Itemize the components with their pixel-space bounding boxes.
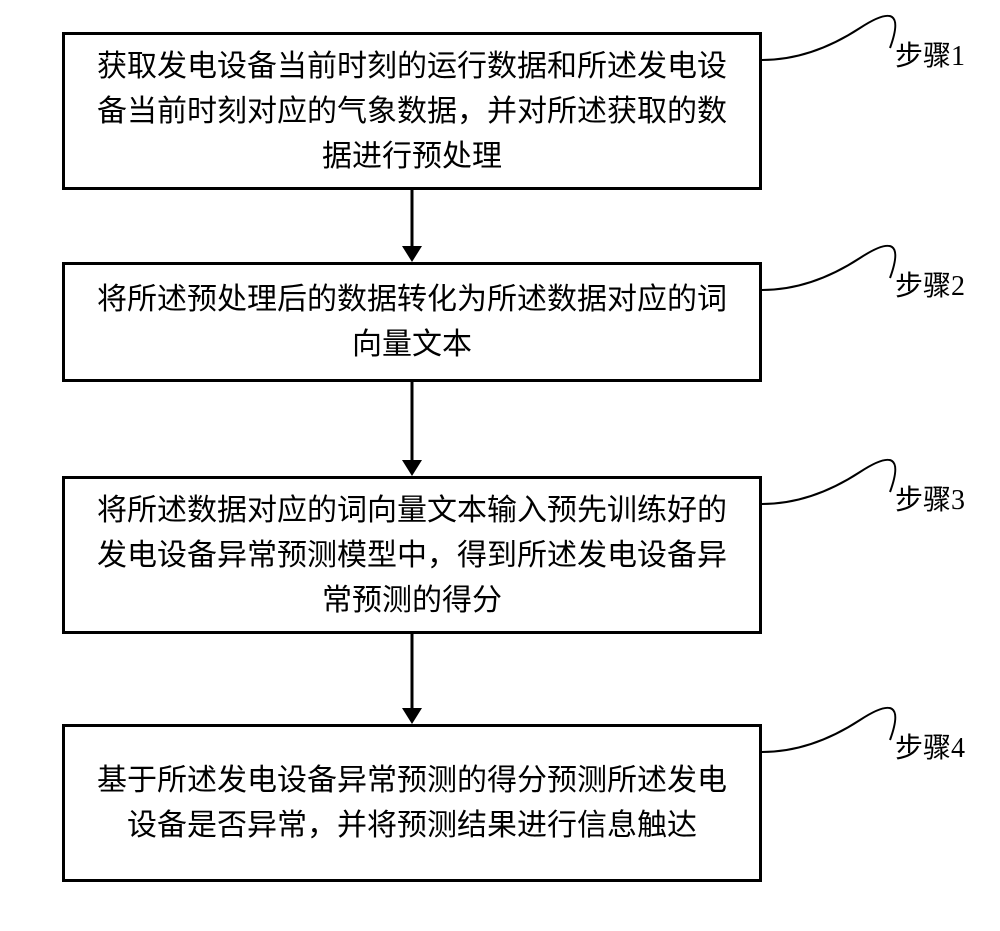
step-text-1: 获取发电设备当前时刻的运行数据和所述发电设备当前时刻对应的气象数据，并对所述获取… (85, 44, 739, 179)
step-box-4: 基于所述发电设备异常预测的得分预测所述发电设备是否异常，并将预测结果进行信息触达 (62, 724, 762, 882)
step-box-3: 将所述数据对应的词向量文本输入预先训练好的发电设备异常预测模型中，得到所述发电设… (62, 476, 762, 634)
step-box-2: 将所述预处理后的数据转化为所述数据对应的词向量文本 (62, 262, 762, 382)
step-text-2: 将所述预处理后的数据转化为所述数据对应的词向量文本 (85, 277, 739, 367)
step-label-1: 步骤1 (895, 34, 965, 74)
step-text-4: 基于所述发电设备异常预测的得分预测所述发电设备是否异常，并将预测结果进行信息触达 (85, 758, 739, 848)
flowchart-container: 获取发电设备当前时刻的运行数据和所述发电设备当前时刻对应的气象数据，并对所述获取… (0, 0, 1000, 931)
step-box-1: 获取发电设备当前时刻的运行数据和所述发电设备当前时刻对应的气象数据，并对所述获取… (62, 32, 762, 190)
step-label-2: 步骤2 (895, 264, 965, 304)
step-label-3: 步骤3 (895, 478, 965, 518)
step-text-3: 将所述数据对应的词向量文本输入预先训练好的发电设备异常预测模型中，得到所述发电设… (85, 488, 739, 623)
leaders-group (762, 16, 895, 752)
step-label-4: 步骤4 (895, 726, 965, 766)
